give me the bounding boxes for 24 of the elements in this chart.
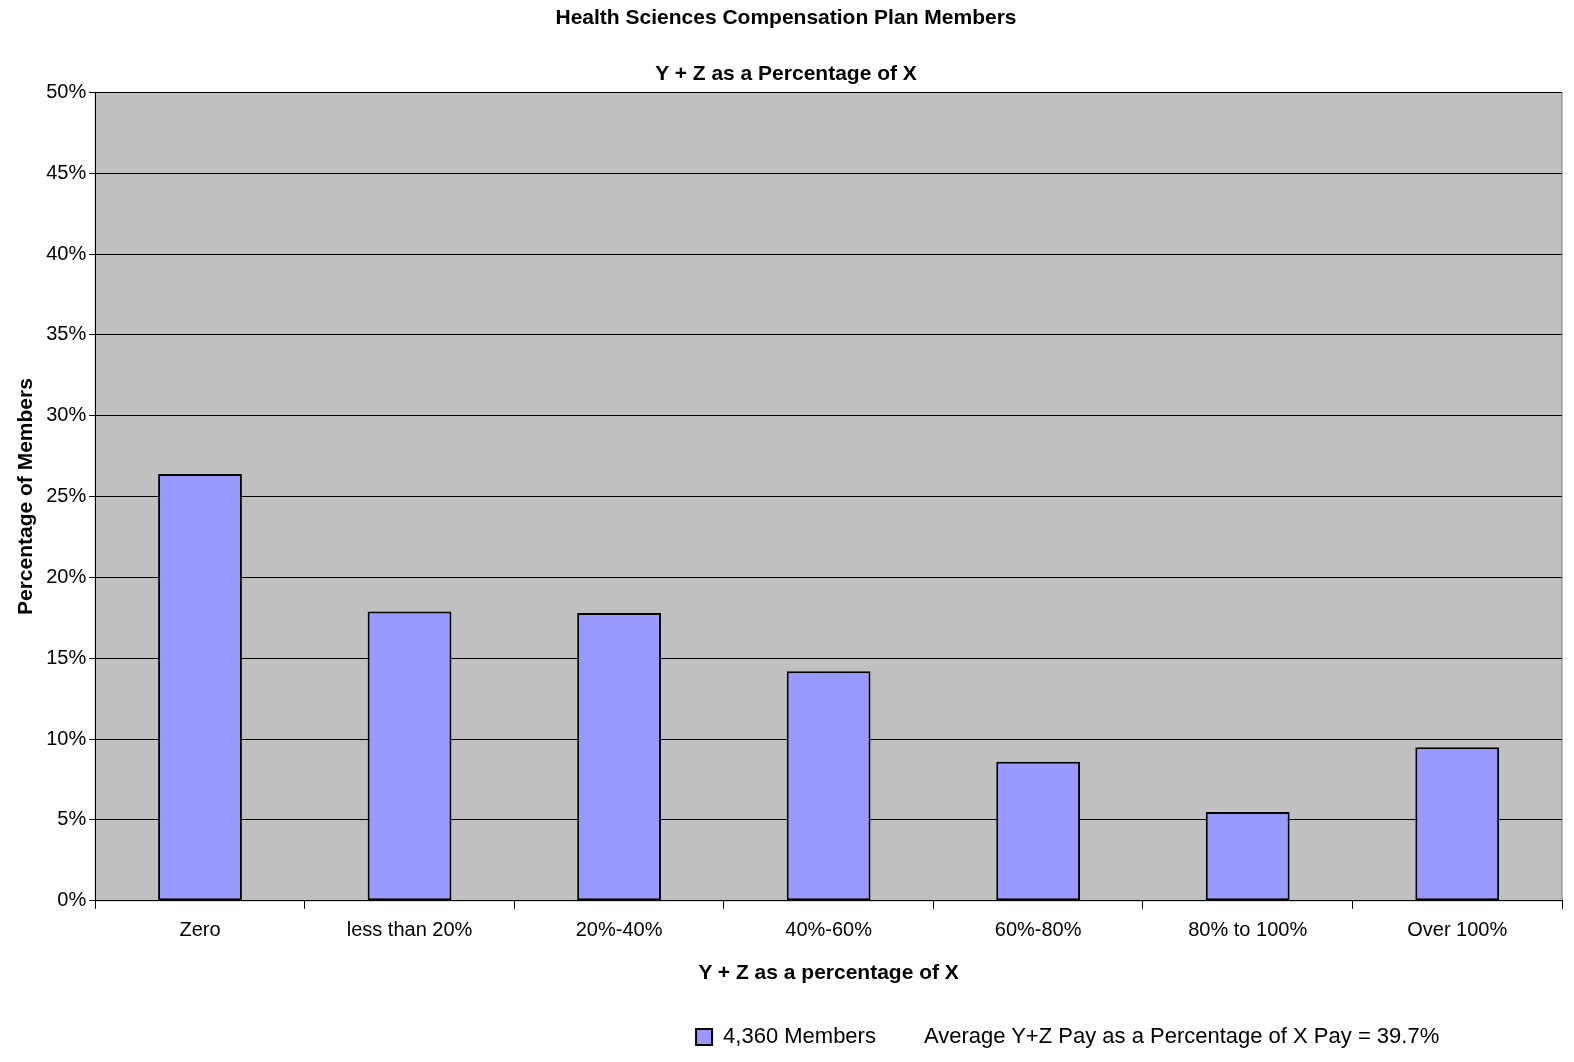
x-tick-label: 20%-40% [575, 918, 663, 941]
y-tick-label: 25% [46, 484, 87, 507]
y-tick-label: 20% [46, 564, 87, 587]
y-tick-label: 15% [46, 645, 87, 668]
chart-title: Health Sciences Compensation Plan Members [555, 5, 1017, 29]
x-tick-label: 80% to 100% [1188, 918, 1308, 941]
chart-subtitle: Y + Z as a Percentage of X [655, 60, 917, 84]
x-tick-label: 60%-80% [994, 918, 1082, 941]
y-tick-label: 50% [46, 79, 87, 102]
x-axis-title: Y + Z as a percentage of X [698, 960, 959, 984]
y-tick-label: 30% [46, 403, 87, 426]
x-tick-label: less than 20% [346, 918, 473, 941]
y-tick-label: 45% [46, 160, 87, 183]
y-tick-label: 10% [46, 726, 87, 749]
y-tick-label: 0% [57, 888, 87, 911]
y-axis-title: Percentage of Members [13, 378, 37, 616]
legend-label: 4,360 Members [723, 1023, 876, 1049]
y-tick-label: 35% [46, 322, 87, 345]
x-tick-label: Over 100% [1407, 918, 1508, 941]
x-tick-label: Zero [179, 918, 221, 941]
y-tick-label: 40% [46, 241, 87, 264]
y-tick-label: 5% [57, 807, 87, 830]
text: Average Y+Z Pay as a Percentage of X Pay = 39.7% [923, 1023, 1440, 1049]
x-tick-label: 40%-60% [785, 918, 873, 941]
